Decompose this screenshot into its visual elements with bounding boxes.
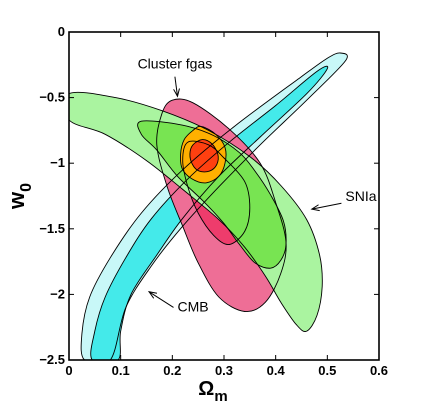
x-tick-label: 0.6 bbox=[370, 363, 388, 378]
annotation-label: CMB bbox=[178, 298, 209, 314]
y-tick-label: −2.5 bbox=[39, 352, 65, 367]
x-axis-label: Ωm bbox=[198, 378, 227, 405]
axis-ticks: 0 0.1 0.2 0.3 0.4 0.5 0.6 0 −0.5 −1 −1.5 −2 −2.5 bbox=[39, 24, 388, 378]
annotation-label: Cluster fgas bbox=[138, 56, 213, 72]
combined-contour-outer-line bbox=[180, 125, 227, 184]
annotation-arrow-line bbox=[148, 291, 174, 308]
annotation-arrowhead bbox=[173, 88, 180, 98]
x-tick-label: 0.2 bbox=[163, 363, 181, 378]
combined-contour-inner-fill bbox=[189, 139, 219, 172]
x-tick-label: 0.4 bbox=[267, 363, 286, 378]
y-tick-label: −2 bbox=[50, 286, 65, 301]
y-tick-label: 0 bbox=[58, 24, 65, 39]
combined-contour-inner-line bbox=[189, 139, 219, 173]
cmb-contour-inner-fill bbox=[90, 66, 328, 360]
y-tick-label: −1 bbox=[50, 155, 65, 170]
annotation-arrow-line bbox=[311, 202, 342, 210]
confidence-contours bbox=[69, 52, 348, 360]
cmb-contour-inner-line bbox=[90, 65, 329, 360]
cluster-fgas-contour-outer-line bbox=[156, 98, 287, 313]
x-tick-label: 0 bbox=[65, 363, 72, 378]
y-tick-label: −0.5 bbox=[39, 90, 65, 105]
y-tick-label: −1.5 bbox=[39, 221, 65, 236]
x-tick-label: 0.5 bbox=[318, 363, 336, 378]
annotation-arrowhead bbox=[147, 291, 158, 299]
cmb-contour-outer-line bbox=[80, 52, 348, 360]
annotation-arrow-line bbox=[174, 76, 178, 97]
annotations: Cluster fgas SNIa CMB bbox=[138, 56, 377, 315]
annotation-label: SNIa bbox=[345, 188, 376, 204]
cluster-fgas-contour-inner-line bbox=[182, 140, 251, 245]
y-axis-label: w0 bbox=[4, 183, 35, 210]
x-tick-label: 0.1 bbox=[112, 363, 130, 378]
x-tick-label: 0.3 bbox=[215, 363, 233, 378]
snia-contour-inner-line bbox=[137, 120, 287, 269]
snia-contour-outer-line bbox=[69, 91, 323, 332]
annotation-arrowhead bbox=[310, 204, 320, 212]
